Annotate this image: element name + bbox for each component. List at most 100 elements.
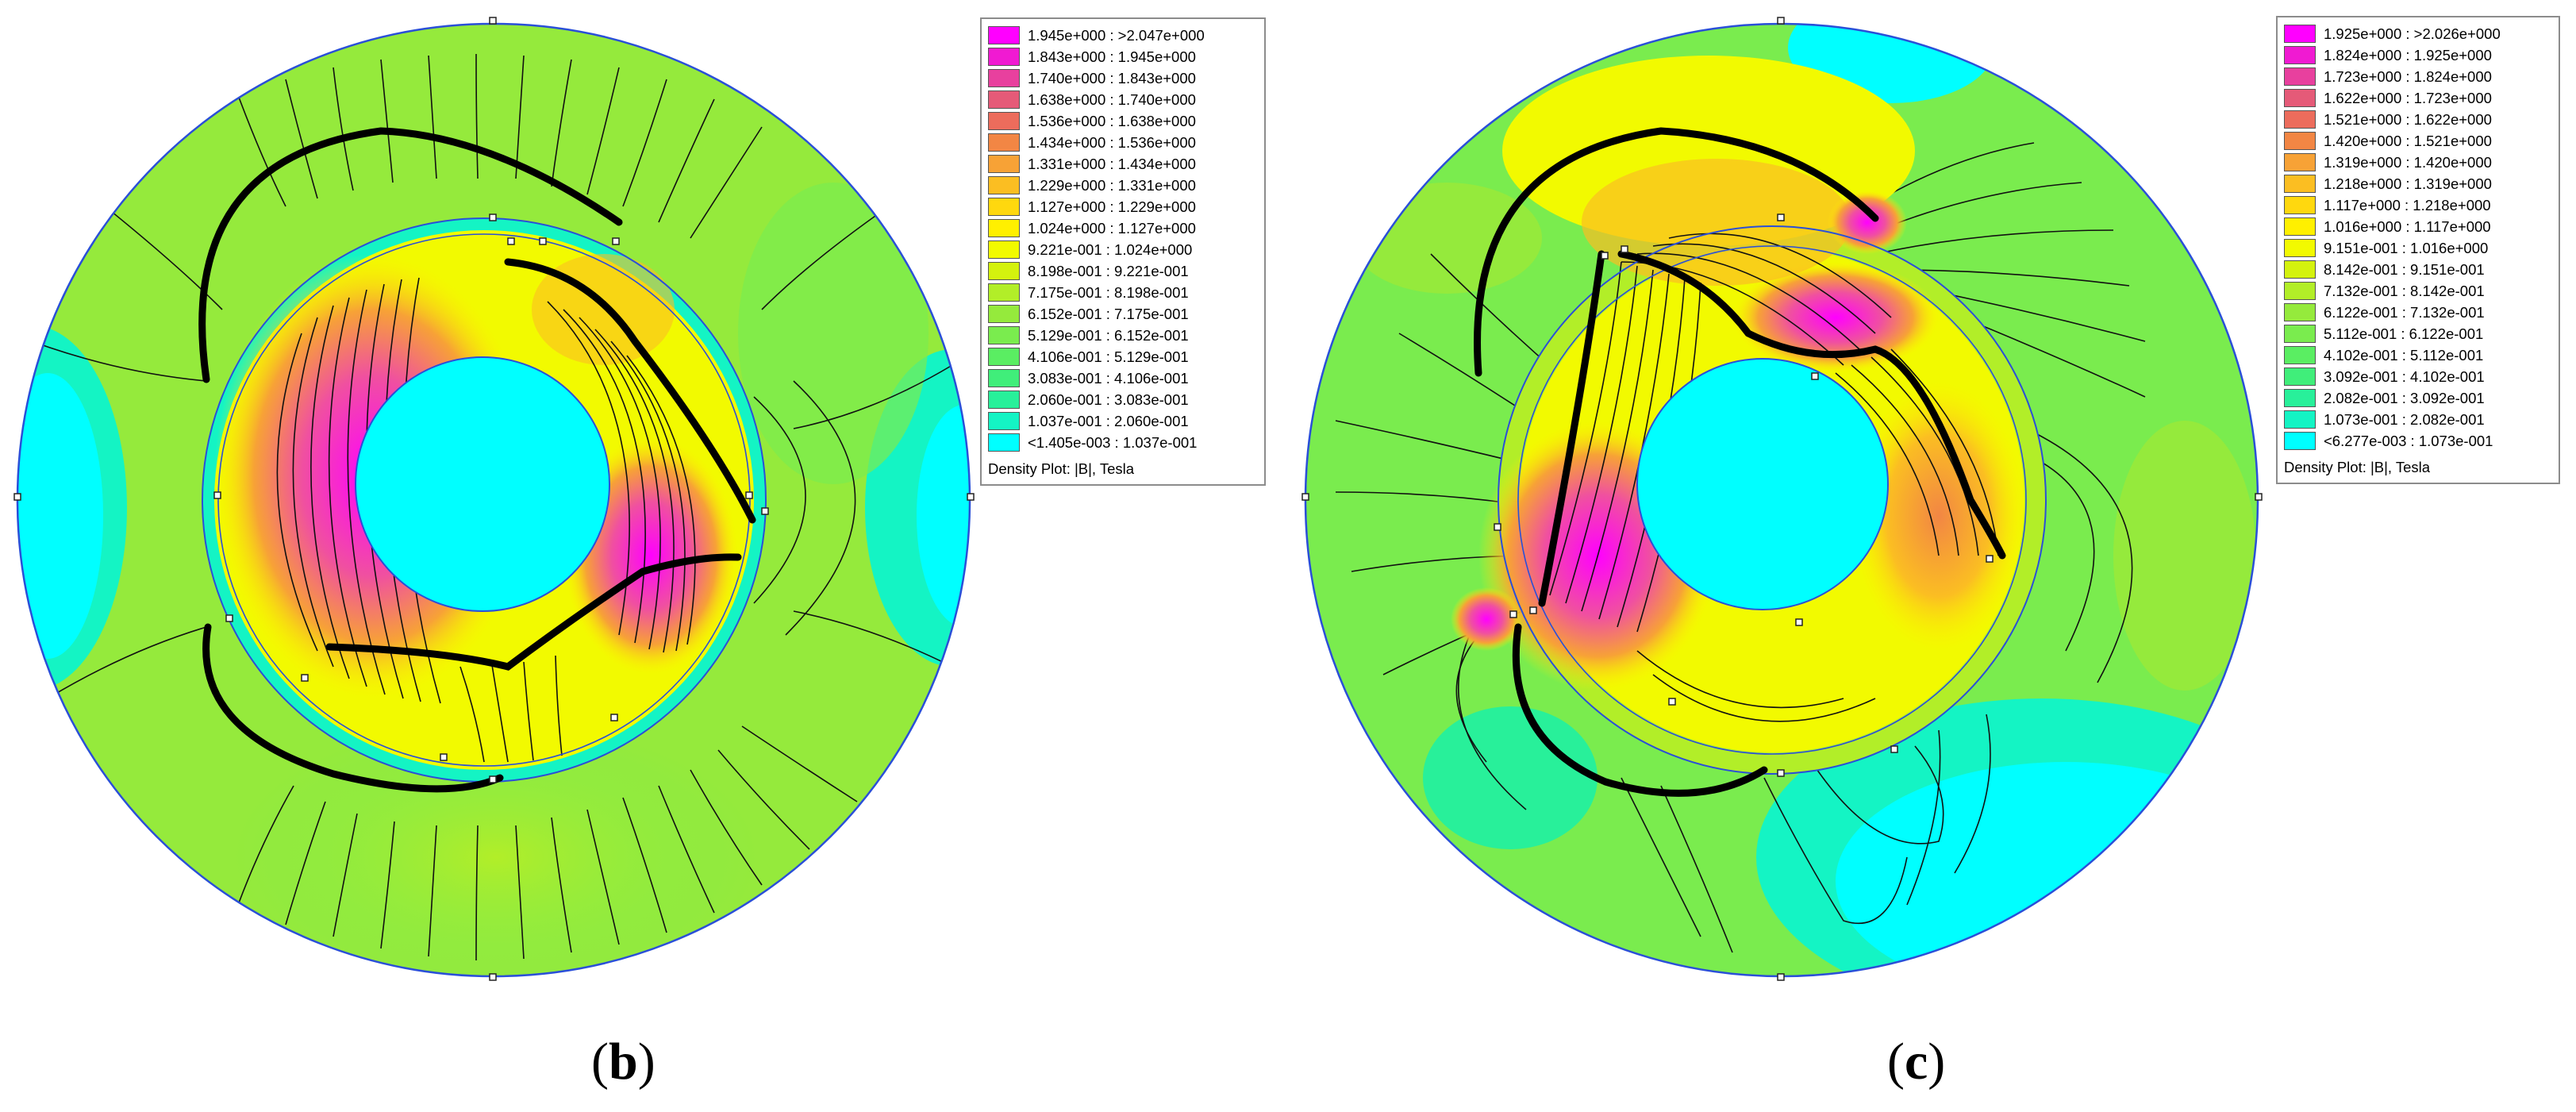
legend-entry: 1.127e+000 : 1.229e+000 — [988, 196, 1258, 217]
legend-entry: <1.405e-003 : 1.037e-001 — [988, 432, 1258, 453]
mesh-nodes-b — [13, 17, 975, 981]
legend-swatch — [2284, 196, 2316, 214]
legend-swatch — [988, 48, 1020, 66]
legend-entry: 1.843e+000 : 1.945e+000 — [988, 46, 1258, 67]
legend-swatch — [2284, 132, 2316, 150]
legend-label: 3.092e-001 : 4.102e-001 — [2324, 367, 2485, 385]
legend-entry: 1.740e+000 : 1.843e+000 — [988, 67, 1258, 89]
legend-label: 1.740e+000 : 1.843e+000 — [1028, 69, 1196, 87]
legend-label: <6.277e-003 : 1.073e-001 — [2324, 432, 2493, 449]
legend-swatch — [2284, 410, 2316, 429]
caption-letter: b — [608, 1033, 638, 1091]
barrier-left-c — [1538, 250, 1605, 607]
legend-entry: 1.037e-001 : 2.060e-001 — [988, 410, 1258, 432]
legend-label: 1.536e+000 : 1.638e+000 — [1028, 112, 1196, 129]
legend-title: Density Plot: |B|, Tesla — [988, 460, 1135, 477]
legend-entry: 1.319e+000 : 1.420e+000 — [2284, 152, 2552, 173]
legend-swatch — [2284, 389, 2316, 407]
legend-entry: 1.434e+000 : 1.536e+000 — [988, 132, 1258, 153]
legend-entry: 2.082e-001 : 3.092e-001 — [2284, 387, 2552, 409]
legend-swatch — [988, 433, 1020, 452]
legend-swatch — [988, 240, 1020, 259]
legend-entry: 1.016e+000 : 1.117e+000 — [2284, 216, 2552, 237]
legend-entry: 4.102e-001 : 5.112e-001 — [2284, 344, 2552, 366]
mesh-nodes-c — [1301, 17, 2263, 981]
caption-paren-close: ) — [1928, 1033, 1946, 1091]
legend-label: 4.102e-001 : 5.112e-001 — [2324, 346, 2484, 364]
barrier-right-b — [504, 258, 756, 524]
magnet-barriers-c — [1474, 127, 2006, 797]
legend-label: 9.221e-001 : 1.024e+000 — [1028, 240, 1193, 258]
legend-label: 7.132e-001 : 8.142e-001 — [2324, 282, 2485, 299]
legend-label: 1.319e+000 : 1.420e+000 — [2324, 153, 2492, 171]
legend-entry: 1.024e+000 : 1.127e+000 — [988, 217, 1258, 239]
legend-label: 2.060e-001 : 3.083e-001 — [1028, 391, 1189, 408]
legend-label: 1.037e-001 : 2.060e-001 — [1028, 412, 1189, 429]
legend-entry: 3.083e-001 : 4.106e-001 — [988, 367, 1258, 389]
shaft-hole-b — [355, 356, 610, 612]
legend-swatch — [2284, 153, 2316, 171]
legend-entry: 1.117e+000 : 1.218e+000 — [2284, 194, 2552, 216]
legend-label: 1.638e+000 : 1.740e+000 — [1028, 90, 1196, 108]
legend-label: 3.083e-001 : 4.106e-001 — [1028, 369, 1189, 387]
legend-entry: 1.420e+000 : 1.521e+000 — [2284, 130, 2552, 152]
legend-label: 1.073e-001 : 2.082e-001 — [2324, 410, 2485, 428]
legend-swatch — [2284, 282, 2316, 300]
legend-entry: 6.122e-001 : 7.132e-001 — [2284, 302, 2552, 323]
panel-caption-c: (c) — [1887, 1032, 1945, 1092]
legend-swatch — [988, 26, 1020, 44]
legend-swatch — [988, 262, 1020, 280]
legend-swatch — [2284, 367, 2316, 386]
legend-swatch — [2284, 110, 2316, 129]
legend-swatch — [2284, 89, 2316, 107]
caption-letter: c — [1904, 1033, 1928, 1091]
legend-entry: 9.221e-001 : 1.024e+000 — [988, 239, 1258, 260]
legend-entry: 5.112e-001 : 6.122e-001 — [2284, 323, 2552, 344]
legend-swatch — [988, 155, 1020, 173]
legend-label: 6.122e-001 : 7.132e-001 — [2324, 303, 2485, 321]
legend-swatch — [2284, 67, 2316, 86]
legend-swatch — [988, 133, 1020, 152]
legend-title: Density Plot: |B|, Tesla — [2284, 459, 2431, 475]
legend-entry: 1.536e+000 : 1.638e+000 — [988, 110, 1258, 132]
legend-swatch — [988, 198, 1020, 216]
legend-label: 1.218e+000 : 1.319e+000 — [2324, 175, 2492, 192]
legend-swatch — [2284, 175, 2316, 193]
legend-swatch — [988, 369, 1020, 387]
legend-swatch — [988, 112, 1020, 130]
legend-label: 1.331e+000 : 1.434e+000 — [1028, 155, 1196, 172]
barrier-upper-b — [198, 127, 623, 383]
density-legend-b: 1.945e+000 : >2.047e+000 1.843e+000 : 1.9… — [980, 17, 1266, 486]
shaft-hole-c — [1636, 358, 1889, 610]
legend-label: 7.175e-001 : 8.198e-001 — [1028, 283, 1189, 301]
legend-label: 5.129e-001 : 6.152e-001 — [1028, 326, 1189, 344]
field-lines-outer-b — [31, 53, 953, 961]
legend-entry: 5.129e-001 : 6.152e-001 — [988, 325, 1258, 346]
barrier-lower-c — [1512, 623, 1768, 797]
legend-label: 1.521e+000 : 1.622e+000 — [2324, 110, 2492, 128]
legend-label: 8.198e-001 : 9.221e-001 — [1028, 262, 1189, 279]
magnet-barriers-b — [198, 127, 756, 793]
legend-swatch — [2284, 46, 2316, 64]
outer-region-c — [1305, 24, 2258, 976]
legend-swatch — [2284, 346, 2316, 364]
legend-entry: 7.132e-001 : 8.142e-001 — [2284, 280, 2552, 302]
legend-entry: 3.092e-001 : 4.102e-001 — [2284, 366, 2552, 387]
legend-entry: 1.824e+000 : 1.925e+000 — [2284, 44, 2552, 66]
caption-paren-open: ( — [591, 1033, 609, 1091]
legend-entry: 9.151e-001 : 1.016e+000 — [2284, 237, 2552, 259]
legend-label: 1.925e+000 : >2.026e+000 — [2324, 25, 2501, 42]
legend-swatch — [2284, 432, 2316, 450]
barrier-lower-b — [202, 623, 504, 793]
legend-entry: 4.106e-001 : 5.129e-001 — [988, 346, 1258, 367]
legend-label: 1.723e+000 : 1.824e+000 — [2324, 67, 2492, 85]
barrier-middle-b — [325, 553, 742, 671]
legend-entry: 1.638e+000 : 1.740e+000 — [988, 89, 1258, 110]
legend-swatch — [988, 305, 1020, 323]
legend-swatch — [988, 90, 1020, 109]
legend-swatch — [2284, 325, 2316, 343]
density-legend-c: 1.925e+000 : >2.026e+000 1.824e+000 : 1.9… — [2276, 16, 2560, 484]
legend-label: 1.420e+000 : 1.521e+000 — [2324, 132, 2492, 149]
legend-label: 1.127e+000 : 1.229e+000 — [1028, 198, 1196, 215]
legend-swatch — [988, 348, 1020, 366]
